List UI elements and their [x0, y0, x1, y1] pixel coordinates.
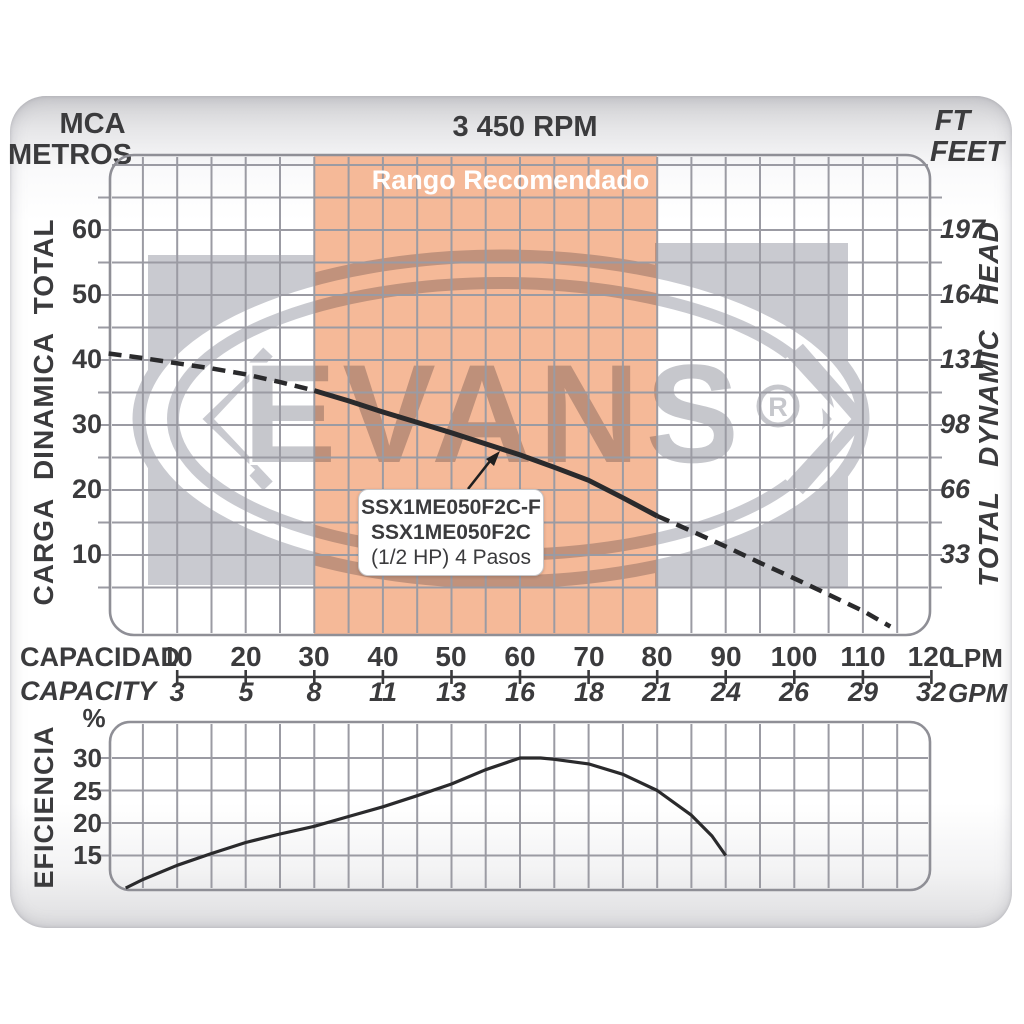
gpm-tick: 13 — [435, 677, 467, 707]
left-unit-mca: MCA — [59, 108, 126, 140]
gpm-tick: 5 — [238, 677, 254, 707]
gpm-tick: 21 — [641, 677, 673, 707]
lpm-tick: 120 — [907, 641, 955, 672]
left-tick-30: 30 — [71, 409, 102, 439]
right-unit-ft: FT — [934, 105, 971, 137]
left-tick-40: 40 — [71, 344, 102, 374]
capacity-label-en: CAPACITY — [20, 676, 157, 706]
gpm-unit-label: GPM — [948, 678, 1008, 708]
right-tick-66: 66 — [940, 474, 971, 504]
lpm-tick: 110 — [840, 641, 886, 672]
eff-tick-15: 15 — [73, 840, 102, 870]
gpm-tick: 11 — [368, 677, 398, 707]
lpm-tick: 70 — [573, 641, 605, 672]
gpm-tick: 24 — [710, 677, 742, 707]
left-unit-metros: METROS — [8, 139, 133, 171]
efficiency-axis-title: EFICIENCIA — [29, 725, 59, 889]
left-tick-50: 50 — [71, 279, 102, 309]
lpm-unit-label: LPM — [948, 643, 1003, 673]
pump-model-line2: SSX1ME050F2C — [371, 521, 531, 544]
lpm-tick: 20 — [230, 641, 262, 672]
lpm-tick: 50 — [435, 641, 467, 672]
lpm-tick: 60 — [504, 641, 536, 672]
capacity-label-es: CAPACIDAD — [20, 642, 180, 672]
left-tick-10: 10 — [71, 539, 102, 569]
right-tick-98: 98 — [940, 409, 971, 439]
gpm-tick: 29 — [847, 677, 879, 707]
eff-tick-30: 30 — [73, 743, 102, 773]
gpm-tick: 16 — [504, 677, 536, 707]
left-tick-20: 20 — [71, 474, 102, 504]
lpm-tick: 90 — [710, 641, 742, 672]
rpm-title: 3 450 RPM — [452, 111, 598, 143]
right-tick-164: 164 — [940, 279, 986, 309]
right-tick-131: 131 — [940, 344, 986, 374]
gpm-tick: 18 — [573, 677, 605, 707]
lpm-tick: 80 — [641, 641, 673, 672]
left-tick-60: 60 — [71, 214, 102, 244]
pump-model-line1: SSX1ME050F2C-F — [361, 496, 541, 519]
pump-model-label: SSX1ME050F2C-F SSX1ME050F2C (1/2 HP) 4 P… — [358, 489, 544, 576]
pump-model-line3: (1/2 HP) 4 Pasos — [371, 546, 531, 569]
right-tick-33: 33 — [940, 539, 971, 569]
lpm-tick: 30 — [298, 641, 330, 672]
gpm-tick: 8 — [306, 677, 322, 707]
right-unit-feet: FEET — [929, 136, 1005, 168]
recommended-range-label: Rango Recomendado — [371, 165, 650, 195]
eff-tick-25: 25 — [73, 776, 102, 806]
gpm-tick: 3 — [169, 677, 185, 707]
percent-symbol: % — [82, 703, 106, 733]
lpm-tick: 100 — [770, 641, 818, 672]
lpm-tick: 10 — [161, 641, 193, 672]
lpm-tick: 40 — [367, 641, 399, 672]
right-tick-197: 197 — [940, 214, 986, 244]
gpm-tick: 26 — [778, 677, 810, 707]
eff-tick-20: 20 — [73, 808, 102, 838]
gpm-tick: 32 — [915, 677, 947, 707]
